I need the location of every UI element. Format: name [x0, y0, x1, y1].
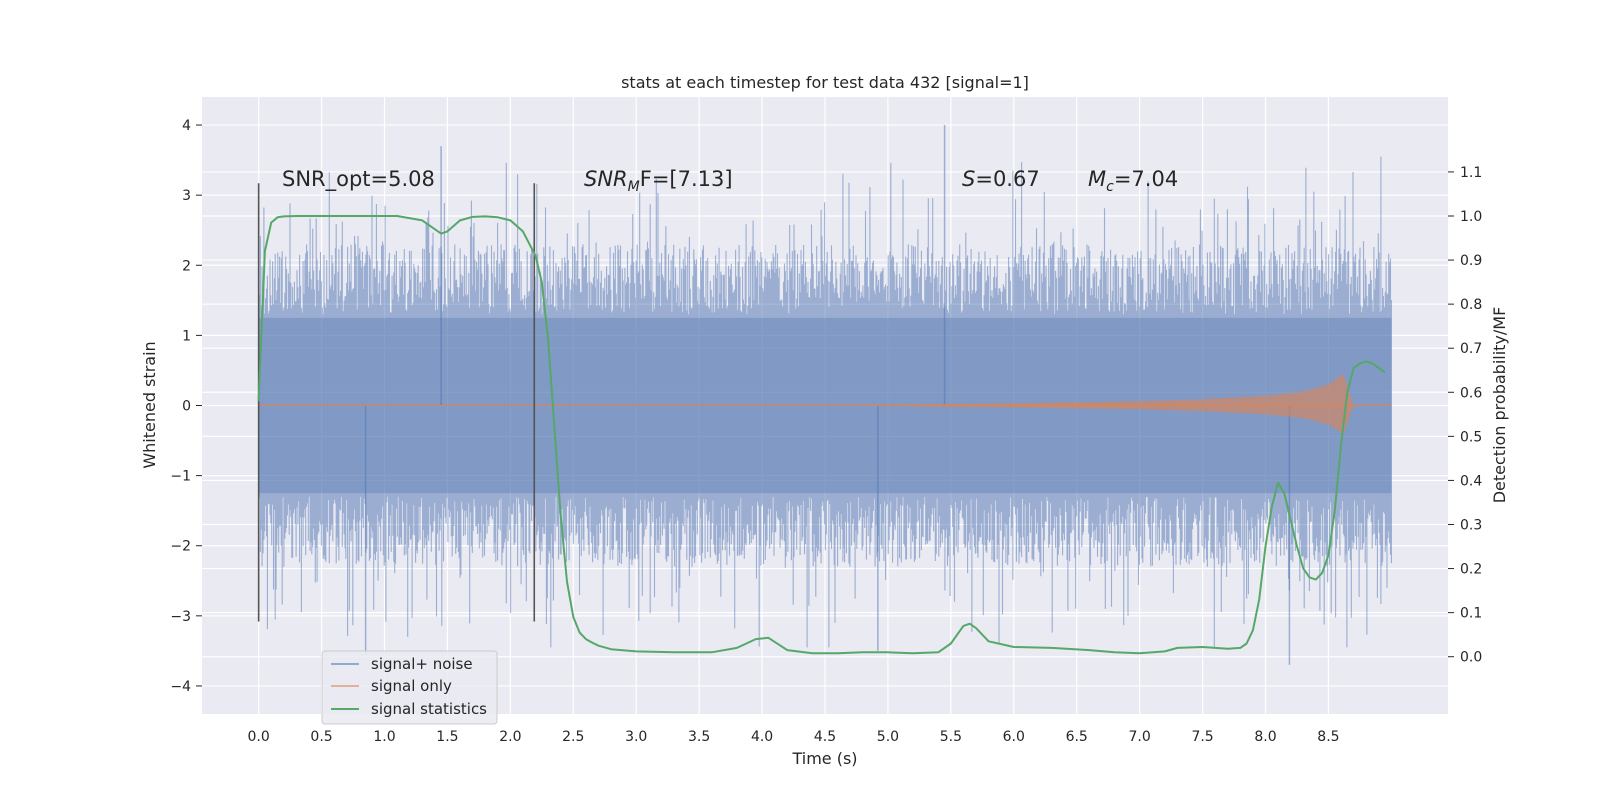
x-tick-label: 5.0 — [877, 729, 899, 745]
annotation-s: S=0.67 — [962, 167, 1040, 191]
annotation-snr-mf: SNRMF=[7.13] — [584, 167, 733, 195]
y2-axis-label: Detection probability/MF — [1490, 307, 1509, 504]
x-tick-label: 6.0 — [1003, 729, 1025, 745]
annotation-snr-mf-sub: M — [628, 179, 640, 195]
y-tick-label: 2 — [182, 258, 191, 274]
x-tick-label: 3.5 — [688, 729, 710, 745]
legend-label-signal: signal only — [371, 677, 452, 695]
chart-title: stats at each timestep for test data 432… — [621, 73, 1029, 92]
y2-tick-label: 1.0 — [1460, 209, 1482, 225]
y2-tick-label: 0.1 — [1460, 606, 1482, 622]
y2-tick-label: 1.1 — [1460, 165, 1482, 181]
x-tick-label: 8.0 — [1254, 729, 1276, 745]
y2-tick-label: 0.8 — [1460, 297, 1482, 313]
y-tick-label: −1 — [170, 469, 191, 485]
x-tick-label: 3.0 — [625, 729, 647, 745]
legend-label-stats: signal statistics — [371, 700, 487, 718]
annotation-mc-main: M — [1088, 167, 1106, 191]
x-tick-label: 8.5 — [1317, 729, 1339, 745]
x-tick-label: 7.5 — [1191, 729, 1213, 745]
x-tick-label: 1.5 — [436, 729, 458, 745]
y2-tick-label: 0.6 — [1460, 385, 1482, 401]
signal-only-envelope — [258, 373, 1354, 434]
signal-statistics-series — [257, 215, 1386, 655]
x-tick-label: 2.5 — [562, 729, 584, 745]
y2-tick-label: 0.0 — [1460, 650, 1482, 666]
legend-box — [321, 650, 498, 725]
x-axis-label: Time (s) — [791, 749, 857, 768]
signal-statistics-line — [257, 215, 1386, 655]
annotation-mc-sub: c — [1106, 179, 1114, 195]
annotation-mc: Mc=7.04 — [1088, 167, 1178, 195]
x-tick-label: 4.0 — [751, 729, 773, 745]
vertical-markers — [257, 183, 536, 622]
x-tick-label: 4.5 — [814, 729, 836, 745]
y-tick-label: −2 — [170, 539, 191, 555]
x-tick-label: 7.0 — [1129, 729, 1151, 745]
annotation-mc-rest: =7.04 — [1114, 167, 1178, 191]
y2-tick-label: 0.2 — [1460, 562, 1482, 578]
y2-tick-label: 0.9 — [1460, 253, 1482, 269]
annotation-s-main: S — [962, 167, 975, 191]
legend-label-noise: signal+ noise — [371, 655, 473, 673]
y2-tick-label: 0.7 — [1460, 341, 1482, 357]
y-tick-label: 3 — [182, 188, 191, 204]
signal-only-series — [258, 373, 1392, 434]
x-tick-label: 1.0 — [373, 729, 395, 745]
annotation-snr-mf-main: SNR — [584, 167, 628, 191]
y2-tick-label: 0.3 — [1460, 517, 1482, 533]
legend: signal+ noise signal only signal statist… — [321, 650, 498, 725]
y-tick-label: 4 — [182, 118, 191, 134]
annotation-snr-mf-rest: F=[7.13] — [640, 167, 733, 191]
y-tick-label: 0 — [182, 399, 191, 415]
x-tick-label: 0.5 — [310, 729, 332, 745]
y2-tick-label: 0.4 — [1460, 473, 1482, 489]
ticks: 0.0 0.5 1.0 1.5 2.0 2.5 3.0 3.5 4.0 4.5 5.0 5.5 6.0 6… — [170, 118, 1482, 745]
annotation-snr-opt: SNR_opt=5.08 — [282, 167, 435, 192]
y-tick-label: 1 — [182, 328, 191, 344]
x-tick-label: 2.0 — [499, 729, 521, 745]
y-tick-label: −4 — [170, 679, 191, 695]
x-tick-label: 5.5 — [940, 729, 962, 745]
annotation-s-rest: =0.67 — [975, 167, 1039, 191]
y-axis-label: Whitened strain — [140, 341, 159, 468]
x-tick-label: 6.5 — [1066, 729, 1088, 745]
y-tick-label: −3 — [170, 609, 191, 625]
y2-tick-label: 0.5 — [1460, 429, 1482, 445]
x-tick-label: 0.0 — [248, 729, 270, 745]
